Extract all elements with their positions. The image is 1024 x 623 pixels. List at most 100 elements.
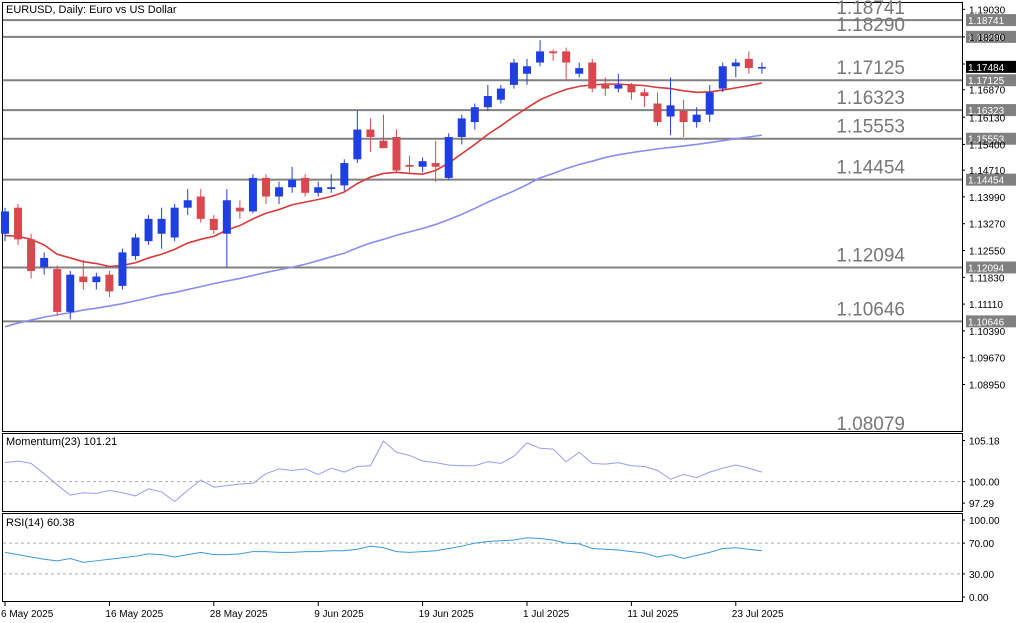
price-tick-label: 1.13270 (969, 220, 1006, 231)
level-tag-text: 1.18741 (968, 16, 1005, 27)
bull-candle (575, 68, 584, 74)
bull-candle (157, 218, 166, 234)
rsi-tick-label: 0.00 (969, 593, 989, 604)
bear-candle (27, 239, 36, 271)
fast-moving-average (4, 82, 763, 268)
candlesticks (1, 40, 766, 320)
bear-candle (105, 274, 114, 292)
bear-candle (627, 84, 636, 93)
bull-candle (705, 92, 714, 115)
bear-candle (562, 51, 571, 63)
level-value-text: 1.15553 (836, 117, 905, 138)
bull-candle (757, 67, 766, 69)
bull-candle (353, 129, 362, 160)
bear-candle (653, 103, 662, 123)
rsi-tick-label: 30.00 (969, 570, 994, 581)
date-label: 9 Jun 2025 (314, 609, 364, 620)
date-label: 1 Jul 2025 (523, 609, 570, 620)
bear-candle (601, 84, 610, 89)
price-tick-label: 1.09670 (969, 354, 1006, 365)
bull-candle (523, 66, 531, 74)
level-tag-bg (966, 104, 1016, 117)
rsi-indicator: 100.00 70.00 30.00 0.00 (3, 516, 1000, 604)
momentum-indicator: 105.18 100.00 97.29 (3, 437, 1000, 510)
bear-candle (53, 269, 62, 312)
bull-candle (314, 187, 323, 193)
main-pane-frame (2, 2, 963, 432)
bear-candle (640, 92, 649, 97)
bear-candle (405, 164, 414, 167)
price-tick-label: 1.18290 (969, 33, 1006, 44)
price-tick-label: 1.16130 (969, 113, 1006, 124)
bear-candle (79, 276, 88, 283)
level-value-text: 1.18290 (836, 15, 905, 36)
price-axis: 1.190301.182901.175601.168701.161301.154… (962, 5, 1016, 391)
date-label: 19 Jun 2025 (419, 609, 474, 620)
bear-candle (196, 196, 205, 219)
bear-candle (392, 136, 401, 171)
bear-candle (744, 58, 753, 69)
date-axis: 6 May 2025 16 May 2025 28 May 2025 9 Jun 20… (1, 602, 784, 620)
bear-candle (431, 163, 440, 167)
bear-candle (549, 51, 558, 54)
price-tick-label: 1.15400 (969, 140, 1006, 151)
level-tag-text: 1.10646 (968, 317, 1005, 328)
level-tag-bg (966, 74, 1016, 87)
level-tag-text: 1.14454 (968, 176, 1005, 187)
bear-candle (235, 207, 244, 212)
level-value-text: 1.18741 (836, 0, 905, 19)
bull-candle (92, 276, 101, 283)
bull-candle (457, 118, 466, 137)
bull-candle (275, 187, 284, 197)
bull-candle (614, 84, 623, 89)
rsi-line (4, 537, 762, 563)
bear-candle (209, 218, 218, 231)
bull-candle (483, 96, 492, 108)
price-tick-label: 1.11110 (969, 300, 1003, 311)
bear-candle (588, 62, 597, 89)
fast-ma-line (4, 82, 763, 268)
level-tag-bg (966, 261, 1016, 274)
chart-title: EURUSD, Daily: Euro vs US Dollar (6, 4, 177, 16)
bull-candle (536, 51, 545, 63)
bull-candle (509, 62, 518, 85)
bull-candle (444, 136, 453, 178)
level-tag-text: 1.12094 (968, 263, 1005, 274)
date-label: 28 May 2025 (210, 609, 268, 620)
bull-candle (170, 207, 179, 238)
bull-candle (144, 218, 153, 242)
support-resistance-levels: 1.187411.187411.182901.182901.171251.171… (3, 0, 1016, 435)
level-tag-bg (966, 315, 1016, 328)
price-tick-label: 1.08950 (969, 380, 1006, 391)
bull-candle (666, 105, 675, 117)
price-tick-label: 1.14710 (969, 166, 1006, 177)
level-tag-text: 1.15553 (968, 135, 1005, 146)
bull-candle (718, 66, 727, 89)
bear-candle (679, 110, 688, 123)
momentum-pane-frame (2, 433, 963, 512)
price-tick-label: 1.10390 (969, 327, 1006, 338)
slow-moving-average (4, 134, 763, 328)
level-tag-bg (966, 30, 1016, 43)
bear-candle (301, 177, 310, 193)
bull-candle (288, 179, 297, 188)
bull-candle (66, 274, 75, 312)
date-label: 23 Jul 2025 (732, 609, 784, 620)
current-price-label: 1.17484 (968, 63, 1005, 74)
level-tag-bg (966, 173, 1016, 186)
bull-candle (731, 62, 740, 67)
bull-candle (40, 257, 49, 268)
bull-candle (418, 161, 427, 167)
bull-candle (496, 88, 505, 100)
current-price-tag (966, 60, 1016, 73)
level-value-text: 1.12094 (836, 245, 905, 266)
bull-candle (222, 200, 231, 234)
date-label: 16 May 2025 (105, 609, 163, 620)
date-label: 6 May 2025 (1, 609, 54, 620)
level-value-text: 1.16323 (836, 88, 905, 109)
bear-candle (366, 129, 375, 137)
bull-candle (183, 200, 192, 208)
bull-candle (131, 237, 140, 257)
bull-candle (340, 163, 349, 186)
